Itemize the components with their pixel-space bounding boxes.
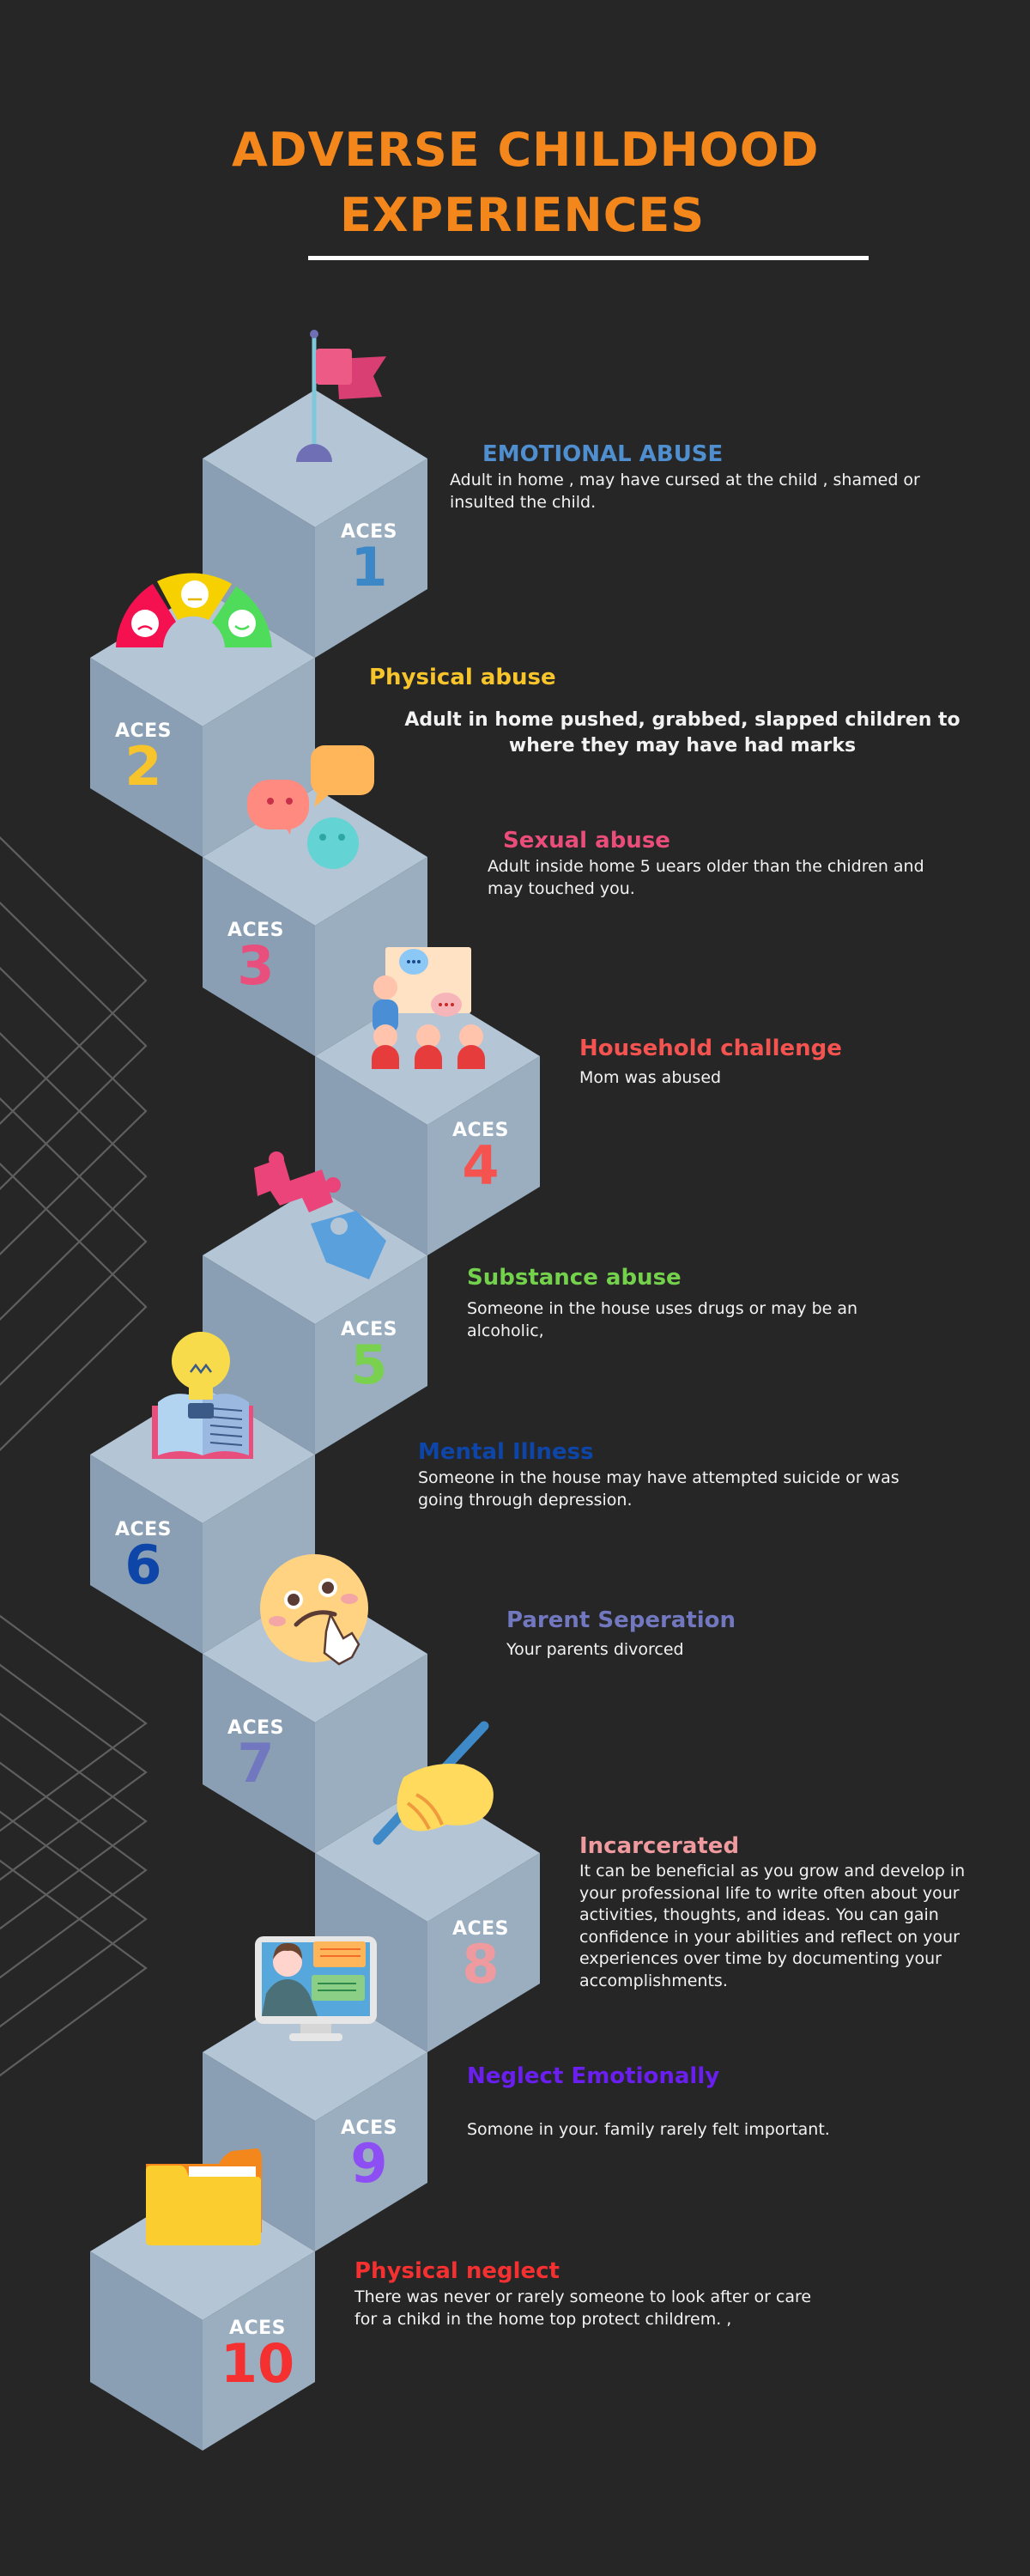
cube-label-3: ACES 3 bbox=[204, 920, 307, 997]
item-sexual-abuse: Sexual abuse Adult inside home 5 uears o… bbox=[488, 826, 925, 900]
aces-label: ACES bbox=[227, 920, 285, 941]
aces-number: 5 bbox=[350, 1334, 388, 1396]
item-heading: Household challenge bbox=[579, 1036, 842, 1061]
item-text: Adult in home , may have cursed at the c… bbox=[450, 471, 920, 512]
cube-label-8: ACES 8 bbox=[429, 1918, 532, 1996]
aces-number: 4 bbox=[462, 1134, 500, 1197]
cube-label-5: ACES 5 bbox=[318, 1319, 421, 1396]
aces-number: 7 bbox=[237, 1732, 275, 1795]
item-text: Someone in the house may have attempted … bbox=[418, 1468, 900, 1510]
aces-number: 2 bbox=[124, 735, 162, 798]
cube-label-2: ACES 2 bbox=[92, 720, 195, 798]
item-heading: Incarcerated bbox=[579, 1833, 740, 1859]
item-mental-illness: Mental Illness Someone in the house may … bbox=[418, 1437, 924, 1511]
aces-label: ACES bbox=[227, 1717, 285, 1739]
item-physical-neglect: Physical neglect There was never or rare… bbox=[354, 2257, 835, 2330]
item-heading: Physical abuse bbox=[369, 665, 556, 690]
flag-icon bbox=[296, 330, 386, 462]
cube-label-6: ACES 6 bbox=[92, 1519, 195, 1596]
aces-number: 3 bbox=[237, 934, 275, 997]
puzzle-icon bbox=[254, 1151, 386, 1279]
cube-label-1: ACES 1 bbox=[318, 521, 421, 598]
item-text: Someone in the house uses drugs or may b… bbox=[467, 1299, 858, 1340]
aces-label: ACES bbox=[228, 2318, 287, 2339]
writing-hand-icon bbox=[373, 1721, 494, 1845]
item-text: It can be beneficial as you grow and dev… bbox=[579, 1862, 966, 1990]
aces-number: 1 bbox=[350, 536, 388, 598]
cube-label-4: ACES 4 bbox=[429, 1120, 532, 1197]
item-parent-separation: Parent Seperation Your parents divorced bbox=[506, 1606, 936, 1661]
aces-label: ACES bbox=[114, 720, 173, 742]
item-neglect-emotionally: Neglect Emotionally Somone in your. fami… bbox=[467, 2062, 948, 2141]
cube-label-7: ACES 7 bbox=[204, 1717, 307, 1795]
aces-number: 6 bbox=[124, 1534, 162, 1596]
aces-label: ACES bbox=[114, 1519, 173, 1540]
item-heading: EMOTIONAL ABUSE bbox=[482, 441, 724, 467]
mood-meter-icon bbox=[116, 573, 272, 647]
decorative-chevron-lines-bottom bbox=[0, 1614, 148, 2077]
chat-bubbles-icon bbox=[247, 745, 374, 869]
cube-label-9: ACES 9 bbox=[318, 2117, 421, 2195]
item-text: Your parents divorced bbox=[506, 1640, 684, 1659]
aces-label: ACES bbox=[451, 1918, 510, 1940]
item-physical-abuse: Physical abuse Adult in home pushed, gra… bbox=[369, 663, 970, 759]
aces-label: ACES bbox=[340, 2117, 398, 2139]
item-household-challenge: Household challenge Mom was abused bbox=[579, 1034, 991, 1089]
decorative-chevron-lines-top bbox=[0, 835, 148, 1452]
item-emotional-abuse: EMOTIONAL ABUSE Adult in home , may have… bbox=[450, 440, 930, 513]
aces-number: 9 bbox=[350, 2132, 388, 2195]
folder-icon bbox=[146, 2148, 262, 2245]
item-heading: Substance abuse bbox=[467, 1265, 682, 1291]
item-heading: Physical neglect bbox=[354, 2258, 560, 2284]
item-text: Mom was abused bbox=[579, 1068, 722, 1087]
aces-number: 8 bbox=[462, 1933, 500, 1996]
aces-label: ACES bbox=[340, 1319, 398, 1340]
title-line-1: ADVERSE CHILDHOOD bbox=[232, 123, 820, 177]
aces-label: ACES bbox=[451, 1120, 510, 1141]
family-meeting-icon bbox=[372, 947, 485, 1069]
item-text: Somone in your. family rarely felt impor… bbox=[467, 2120, 830, 2139]
video-call-icon bbox=[255, 1936, 377, 2041]
aces-label: ACES bbox=[340, 521, 398, 543]
item-substance-abuse: Substance abuse Someone in the house use… bbox=[467, 1263, 913, 1342]
item-text: There was never or rarely someone to loo… bbox=[354, 2287, 812, 2329]
lightbulb-book-icon bbox=[152, 1332, 253, 1459]
aces-number: 10 bbox=[220, 2332, 295, 2395]
item-incarcerated: Incarcerated It can be beneficial as you… bbox=[579, 1832, 991, 1992]
item-text: Adult in home pushed, grabbed, slapped c… bbox=[404, 709, 960, 756]
item-heading: Sexual abuse bbox=[503, 828, 670, 854]
title-line-2: EXPERIENCES bbox=[340, 188, 706, 242]
item-text: Adult inside home 5 uears older than the… bbox=[488, 857, 924, 898]
item-heading: Mental Illness bbox=[418, 1439, 594, 1465]
thinking-emoji-icon bbox=[260, 1554, 368, 1666]
item-heading: Parent Seperation bbox=[506, 1607, 736, 1633]
item-heading: Neglect Emotionally bbox=[467, 2063, 720, 2089]
title-underline bbox=[308, 256, 869, 260]
cube-label-10: ACES 10 bbox=[206, 2318, 309, 2395]
